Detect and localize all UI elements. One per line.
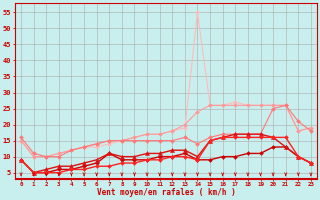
- X-axis label: Vent moyen/en rafales ( km/h ): Vent moyen/en rafales ( km/h ): [97, 188, 236, 197]
